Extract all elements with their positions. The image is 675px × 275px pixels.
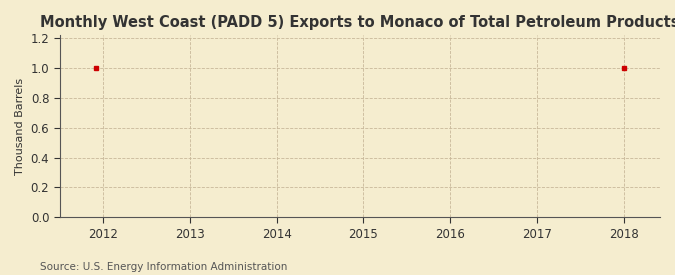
Y-axis label: Thousand Barrels: Thousand Barrels bbox=[15, 78, 25, 175]
Title: Monthly West Coast (PADD 5) Exports to Monaco of Total Petroleum Products: Monthly West Coast (PADD 5) Exports to M… bbox=[40, 15, 675, 30]
Text: Source: U.S. Energy Information Administration: Source: U.S. Energy Information Administ… bbox=[40, 262, 288, 272]
